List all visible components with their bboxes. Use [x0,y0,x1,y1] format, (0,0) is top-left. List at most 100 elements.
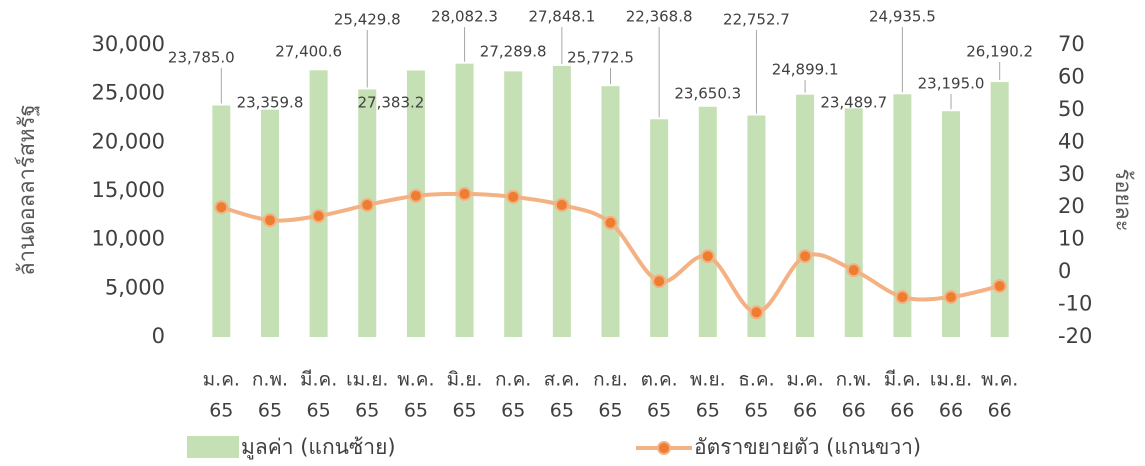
x-tick-label: 65 [501,400,525,422]
bar [650,119,669,338]
bar [309,70,328,337]
bar [601,86,620,337]
marker [457,186,472,201]
marker [214,200,229,215]
data-label: 23,489.7 [820,94,887,112]
data-label: 27,400.6 [275,43,342,61]
y2-axis-label: ร้อยละ [1110,168,1135,231]
line [220,191,1001,315]
data-label: 27,848.1 [528,8,595,26]
y-tick-label: 5,000 [105,275,165,299]
x-tick-label: เม.ย. [930,369,972,391]
x-tick-label: ม.ค. [203,369,240,391]
data-label: 26,190.2 [966,43,1033,61]
data-label: 23,195.0 [918,75,985,93]
data-label: 25,429.8 [334,11,401,29]
x-tick-label: 65 [696,400,720,422]
x-tick-label: ม.ค. [786,369,823,391]
marker [262,213,277,228]
bar [844,108,863,338]
x-tick-label: 65 [647,400,671,422]
marker [992,279,1007,294]
y-axis-label: ล้านดอลลาร์สหรัฐ [15,104,40,275]
marker [554,197,569,212]
data-label: 22,368.8 [626,8,693,26]
data-label: 25,772.5 [567,49,634,67]
x-tick-label: มี.ค. [884,369,921,391]
y2-tick-label: 10 [1058,227,1085,251]
bar [747,115,766,337]
x-tick-label: 65 [355,400,379,422]
y2-tick-label: -10 [1058,292,1092,316]
marker [408,188,423,203]
x-tick-label: 65 [258,400,282,422]
marker [311,208,326,223]
y2-tick-label: 50 [1058,97,1085,121]
x-tick-label: 66 [939,400,963,422]
y2-tick-label: 70 [1058,32,1085,56]
marker [846,263,861,278]
marker [652,274,667,289]
marker [506,189,521,204]
marker [895,290,910,305]
x-tick-label: ก.ค. [495,369,531,391]
bar [893,94,912,337]
y-tick-label: 0 [152,324,165,348]
data-label: 23,359.8 [237,94,304,112]
x-tick-label: พ.ค. [981,369,1018,391]
x-tick-label: 66 [793,400,817,422]
x-tick-label: 66 [842,400,866,422]
bar [504,71,523,338]
x-tick-label: ธ.ค. [738,369,774,391]
x-tick-label: ก.ย. [593,369,628,391]
legend-label: อัตราขยายตัว (แกนขวา) [694,435,921,459]
x-tick-label: มิ.ย. [447,369,483,391]
x-tick-label: มี.ค. [300,369,337,391]
y-tick-label: 20,000 [92,129,165,153]
marker [603,215,618,230]
y-tick-label: 30,000 [92,32,165,56]
y2-tick-label: 0 [1058,259,1071,283]
data-label: 22,752.7 [723,11,790,29]
x-tick-label: 65 [744,400,768,422]
marker [749,305,764,320]
bar [942,111,961,337]
marker [360,197,375,212]
y-tick-label: 25,000 [92,81,165,105]
data-label: 23,785.0 [168,49,235,67]
x-tick-label: พ.ย. [690,369,726,391]
x-tick-label: 66 [890,400,914,422]
data-label: 27,383.2 [358,94,425,112]
bar [406,70,425,337]
legend-swatch [187,436,239,458]
data-label: 27,289.8 [480,43,547,61]
bar [212,105,231,337]
x-tick-label: 65 [307,400,331,422]
y2-tick-label: 30 [1058,162,1085,186]
y2-tick-label: -20 [1058,324,1092,348]
x-tick-label: ก.พ. [836,369,872,391]
legend-label: มูลค่า (แกนซ้าย) [241,435,396,460]
x-tick-label: 65 [404,400,428,422]
y-tick-label: 15,000 [92,178,165,202]
x-tick-label: 66 [988,400,1012,422]
bar [358,89,377,337]
data-label: 23,650.3 [674,85,741,103]
data-label: 24,899.1 [772,61,839,79]
x-tick-label: 65 [209,400,233,422]
bar [796,94,815,337]
y-tick-label: 10,000 [92,227,165,251]
x-tick-label: ส.ค. [544,369,580,391]
data-label: 24,935.5 [869,8,936,26]
x-tick-label: ก.พ. [252,369,288,391]
x-tick-label: 65 [550,400,574,422]
y2-tick-label: 60 [1058,64,1085,88]
x-tick-label: 65 [598,400,622,422]
y2-tick-label: 20 [1058,194,1085,218]
bar [698,106,717,338]
marker [700,249,715,264]
x-tick-label: ต.ค. [641,369,678,391]
marker [944,290,959,305]
x-tick-label: 65 [452,400,476,422]
